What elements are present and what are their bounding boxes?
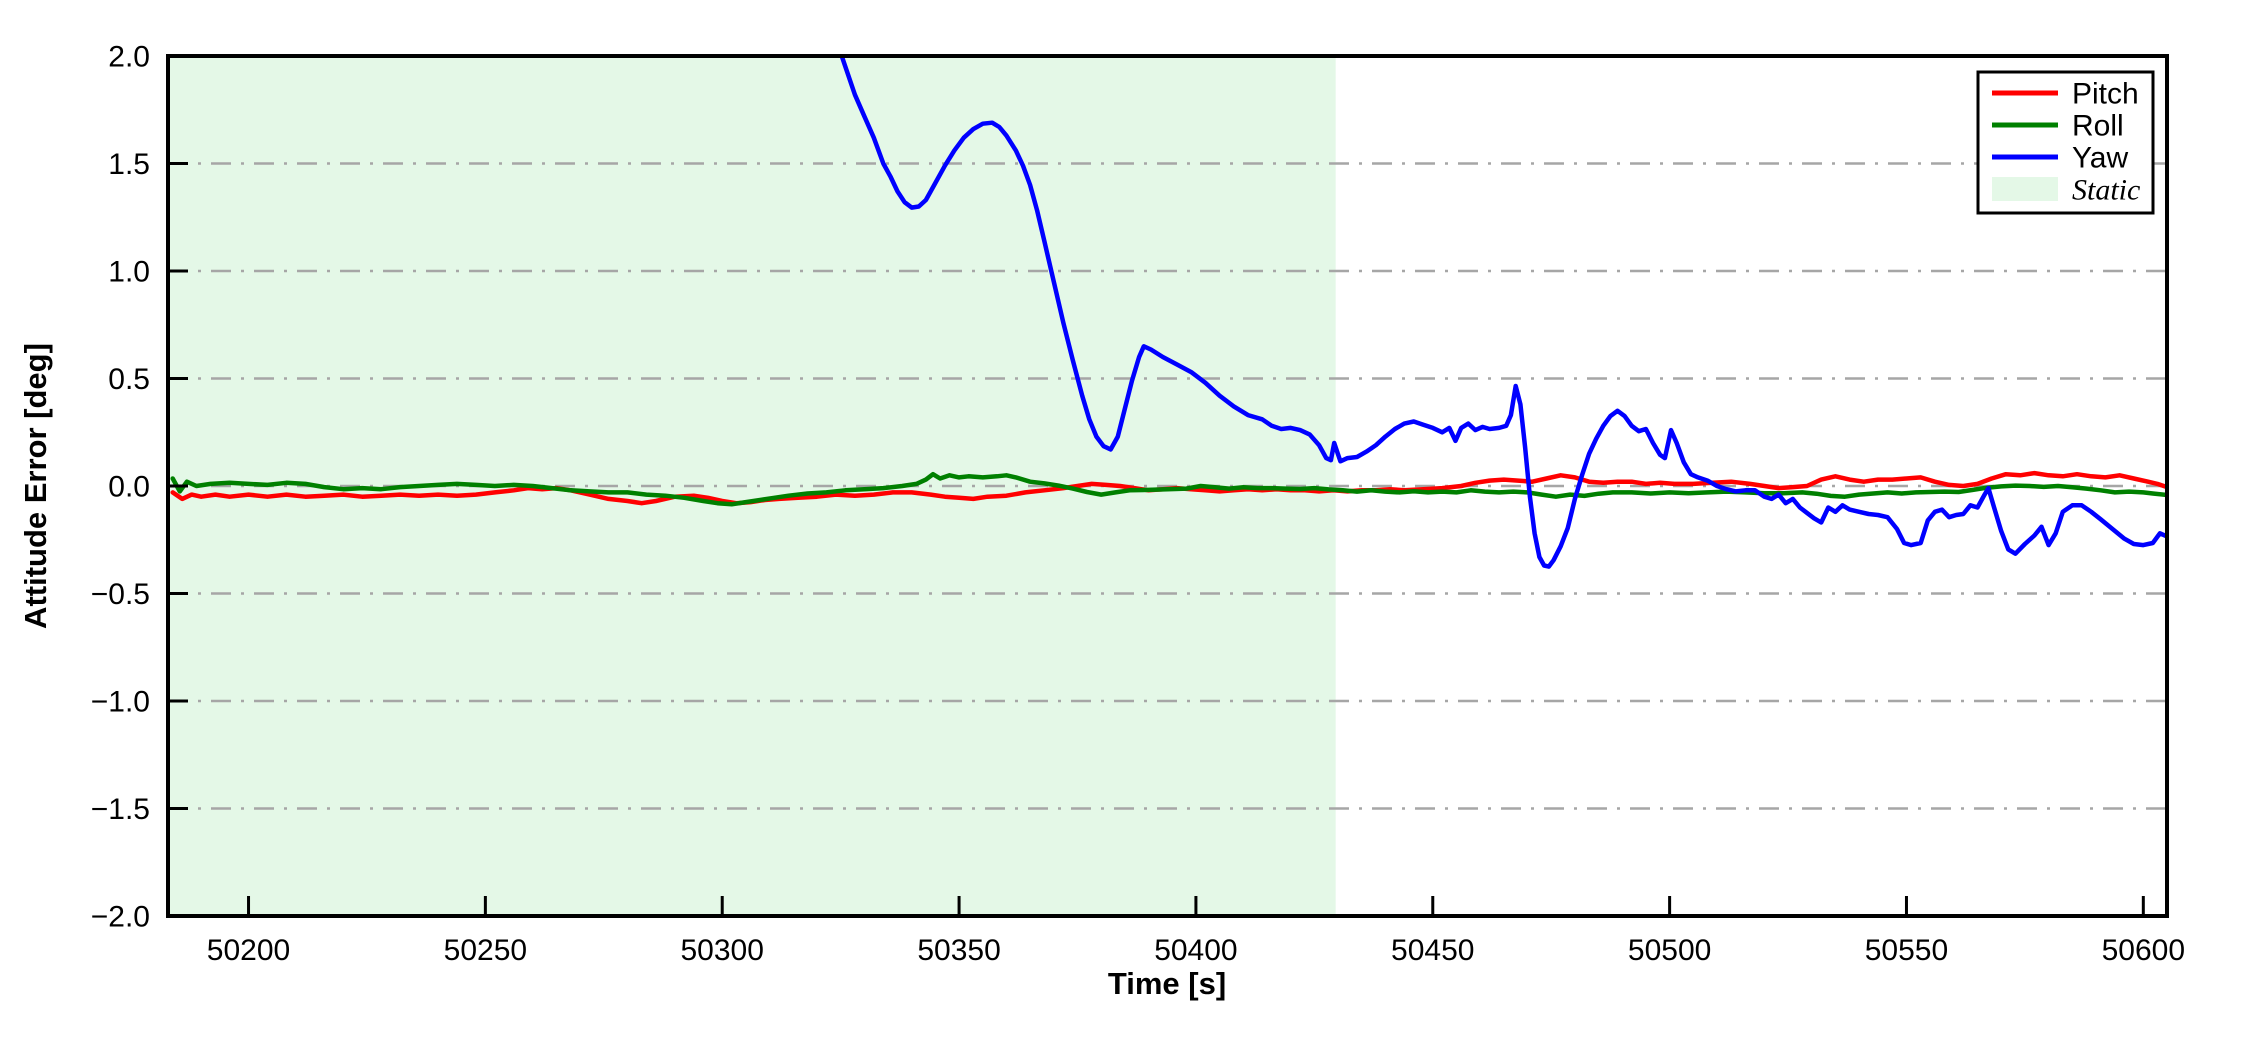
y-tick-label: −1.0 xyxy=(91,686,150,719)
x-tick-label: 50200 xyxy=(207,934,290,967)
y-tick-label: −2.0 xyxy=(91,901,150,934)
x-tick-label: 50300 xyxy=(681,934,764,967)
x-tick-label: 50400 xyxy=(1154,934,1237,967)
series-pitch-line xyxy=(170,470,2167,506)
y-tick-label: 2.0 xyxy=(108,41,150,74)
series-yaw-line xyxy=(839,56,2167,569)
legend-label-roll: Roll xyxy=(2072,110,2124,143)
y-tick-label: 0.0 xyxy=(108,471,150,504)
y-tick-label: −0.5 xyxy=(91,578,150,611)
x-axis-label: Time [s] xyxy=(1107,966,1227,1001)
x-tick-label: 50550 xyxy=(1865,934,1948,967)
x-tick-label: 50500 xyxy=(1628,934,1711,967)
y-tick-label: 0.5 xyxy=(108,363,150,396)
x-tick-label: 50350 xyxy=(917,934,1000,967)
y-tick-label: −1.5 xyxy=(91,793,150,826)
y-axis-label: Attitude Error [deg] xyxy=(18,343,53,629)
legend-sample-static xyxy=(1992,177,2058,201)
x-tick-label: 50600 xyxy=(2102,934,2185,967)
series-roll-line xyxy=(170,471,2167,507)
legend-label-static: Static xyxy=(2072,174,2140,207)
legend-label-yaw: Yaw xyxy=(2072,142,2128,175)
x-tick-label: 50250 xyxy=(444,934,527,967)
legend-label-pitch: Pitch xyxy=(2072,78,2139,111)
x-tick-label: 50450 xyxy=(1391,934,1474,967)
y-tick-label: 1.0 xyxy=(108,256,150,289)
y-tick-label: 1.5 xyxy=(108,148,150,181)
